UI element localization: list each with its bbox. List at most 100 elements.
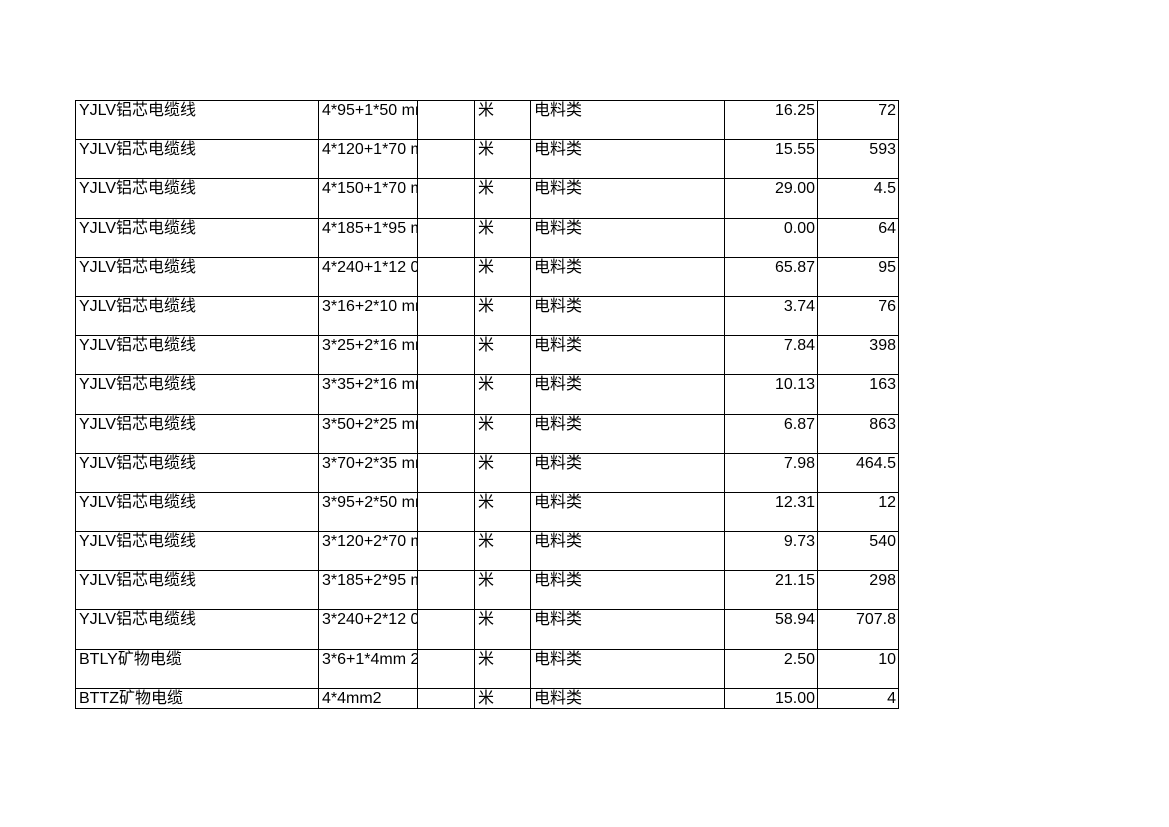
unit-cell: 米 [474,335,531,376]
spec-cell: 3*25+2*16 mm2 [318,335,418,376]
unit-cell: 米 [474,491,531,533]
quantity-cell: 464.5 [817,452,899,493]
table-row: YJLV铝芯电缆线 3*70+2*35 mm2 米 电料类 7.98 464.5 [75,452,899,493]
quantity-cell: 64 [817,217,899,258]
category-cell: 电料类 [530,139,725,180]
category-cell: 电料类 [530,687,725,710]
empty-cell [417,648,475,689]
category-cell: 电料类 [530,295,725,337]
product-name-cell: YJLV铝芯电缆线 [75,99,319,141]
empty-cell [417,335,475,376]
category-cell: 电料类 [530,178,725,219]
product-name-cell: BTLY矿物电缆 [75,648,319,689]
spec-cell: 4*240+1*12 0mm2 [318,256,418,297]
product-name-cell: YJLV铝芯电缆线 [75,217,319,258]
spec-cell: 3*35+2*16 mm2 [318,374,418,415]
price-cell: 21.15 [724,570,818,611]
unit-cell: 米 [474,139,531,180]
table-row: YJLV铝芯电缆线 3*25+2*16 mm2 米 电料类 7.84 398 [75,335,899,376]
quantity-cell: 76 [817,295,899,337]
category-cell: 电料类 [530,452,725,493]
cable-inventory-table: YJLV铝芯电缆线 4*95+1*50 mm2 米 电料类 16.25 72 Y… [75,99,899,710]
spec-cell: 3*70+2*35 mm2 [318,452,418,493]
product-name-cell: YJLV铝芯电缆线 [75,413,319,454]
product-name-cell: YJLV铝芯电缆线 [75,139,319,180]
price-cell: 29.00 [724,178,818,219]
unit-cell: 米 [474,687,531,710]
spec-cell: 3*120+2*70 mm2 [318,531,418,572]
spec-cell: 3*16+2*10 mm2 [318,295,418,337]
price-cell: 12.31 [724,491,818,533]
quantity-cell: 12 [817,491,899,533]
empty-cell [417,609,475,650]
product-name-cell: YJLV铝芯电缆线 [75,570,319,611]
spec-cell: 4*95+1*50 mm2 [318,99,418,141]
empty-cell [417,99,475,141]
price-cell: 6.87 [724,413,818,454]
table-row: BTTZ矿物电缆 4*4mm2 米 电料类 15.00 4 [75,687,899,710]
unit-cell: 米 [474,99,531,141]
product-name-cell: YJLV铝芯电缆线 [75,335,319,376]
spec-cell: 4*4mm2 [318,687,418,710]
quantity-cell: 540 [817,531,899,572]
empty-cell [417,139,475,180]
quantity-cell: 707.8 [817,609,899,650]
empty-cell [417,413,475,454]
empty-cell [417,570,475,611]
table-row: YJLV铝芯电缆线 4*240+1*12 0mm2 米 电料类 65.87 95 [75,256,899,297]
unit-cell: 米 [474,570,531,611]
spec-cell: 3*6+1*4mm 2 [318,648,418,689]
price-cell: 2.50 [724,648,818,689]
product-name-cell: YJLV铝芯电缆线 [75,452,319,493]
unit-cell: 米 [474,295,531,337]
quantity-cell: 398 [817,335,899,376]
price-cell: 15.55 [724,139,818,180]
category-cell: 电料类 [530,570,725,611]
table-row: YJLV铝芯电缆线 4*95+1*50 mm2 米 电料类 16.25 72 [75,99,899,141]
price-cell: 9.73 [724,531,818,572]
spec-cell: 3*50+2*25 mm2 [318,413,418,454]
empty-cell [417,217,475,258]
category-cell: 电料类 [530,217,725,258]
product-name-cell: YJLV铝芯电缆线 [75,256,319,297]
spec-cell: 3*240+2*12 0mm2 [318,609,418,650]
quantity-cell: 298 [817,570,899,611]
category-cell: 电料类 [530,531,725,572]
product-name-cell: YJLV铝芯电缆线 [75,295,319,337]
product-name-cell: YJLV铝芯电缆线 [75,531,319,572]
table-row: YJLV铝芯电缆线 4*185+1*95 mm2 米 电料类 0.00 64 [75,217,899,258]
category-cell: 电料类 [530,413,725,454]
empty-cell [417,452,475,493]
table-row: YJLV铝芯电缆线 3*95+2*50 mm2 米 电料类 12.31 12 [75,491,899,533]
category-cell: 电料类 [530,374,725,415]
quantity-cell: 10 [817,648,899,689]
spec-cell: 4*150+1*70 mm2 [318,178,418,219]
price-cell: 0.00 [724,217,818,258]
quantity-cell: 4.5 [817,178,899,219]
price-cell: 7.84 [724,335,818,376]
empty-cell [417,178,475,219]
unit-cell: 米 [474,413,531,454]
empty-cell [417,531,475,572]
category-cell: 电料类 [530,99,725,141]
product-name-cell: YJLV铝芯电缆线 [75,178,319,219]
unit-cell: 米 [474,452,531,493]
unit-cell: 米 [474,217,531,258]
price-cell: 58.94 [724,609,818,650]
product-name-cell: BTTZ矿物电缆 [75,687,319,710]
table-row: YJLV铝芯电缆线 3*35+2*16 mm2 米 电料类 10.13 163 [75,374,899,415]
spec-cell: 3*185+2*95 mm2 [318,570,418,611]
category-cell: 电料类 [530,609,725,650]
category-cell: 电料类 [530,256,725,297]
unit-cell: 米 [474,609,531,650]
price-cell: 15.00 [724,687,818,710]
unit-cell: 米 [474,648,531,689]
price-cell: 10.13 [724,374,818,415]
quantity-cell: 95 [817,256,899,297]
product-name-cell: YJLV铝芯电缆线 [75,609,319,650]
empty-cell [417,491,475,533]
category-cell: 电料类 [530,491,725,533]
quantity-cell: 593 [817,139,899,180]
category-cell: 电料类 [530,335,725,376]
product-name-cell: YJLV铝芯电缆线 [75,374,319,415]
